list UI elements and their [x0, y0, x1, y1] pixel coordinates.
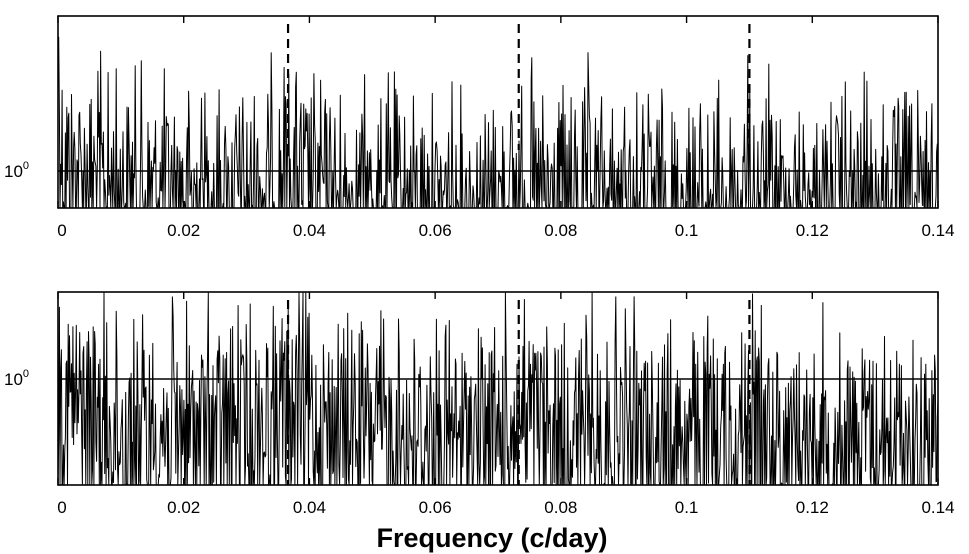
bottom-y-tick-exponent: 0: [23, 368, 29, 380]
x-tick-label: 0: [57, 221, 66, 240]
x-tick-label: 0.06: [419, 221, 452, 240]
bottom-y-tick-label: 100: [4, 368, 29, 389]
top-x-tick-labels: 0 0.02 0.04 0.06 0.08 0.1 0.12 0.14: [57, 221, 954, 240]
bottom-plot-frame: [57, 291, 939, 486]
x-tick-label: 0.14: [921, 221, 954, 240]
x-tick-label: 0.02: [167, 221, 200, 240]
bottom-panel: 0 0.02 0.04 0.06 0.08 0.1 0.12 0.14 100: [4, 291, 955, 517]
x-tick-label: 0.04: [293, 498, 326, 517]
bottom-spectrum-line: [57, 292, 939, 486]
x-tick-label: 0.12: [796, 221, 829, 240]
top-y-tick-exponent: 0: [23, 160, 29, 172]
top-x-ticks: [57, 16, 939, 208]
top-spectrum-line: [57, 36, 939, 209]
x-tick-label: 0.04: [293, 221, 326, 240]
x-tick-label: 0.08: [544, 221, 577, 240]
x-tick-label: 0.02: [167, 498, 200, 517]
x-tick-label: 0.14: [921, 498, 954, 517]
bottom-y-tick-base: 10: [4, 370, 23, 389]
x-tick-label: 0.1: [675, 498, 699, 517]
top-harmonic-markers: [286, 24, 751, 150]
x-tick-label: 0.12: [796, 498, 829, 517]
bottom-x-tick-labels: 0 0.02 0.04 0.06 0.08 0.1 0.12 0.14: [57, 498, 954, 517]
x-tick-label: 0.08: [544, 498, 577, 517]
top-y-tick-base: 10: [4, 162, 23, 181]
x-tick-label: 0: [57, 498, 66, 517]
x-axis-title: Frequency (c/day): [376, 523, 607, 553]
top-panel: 0 0.02 0.04 0.06 0.08 0.1 0.12 0.14 100: [4, 15, 955, 240]
x-tick-label: 0.06: [419, 498, 452, 517]
x-tick-label: 0.1: [675, 221, 699, 240]
top-y-tick-label: 100: [4, 160, 29, 181]
